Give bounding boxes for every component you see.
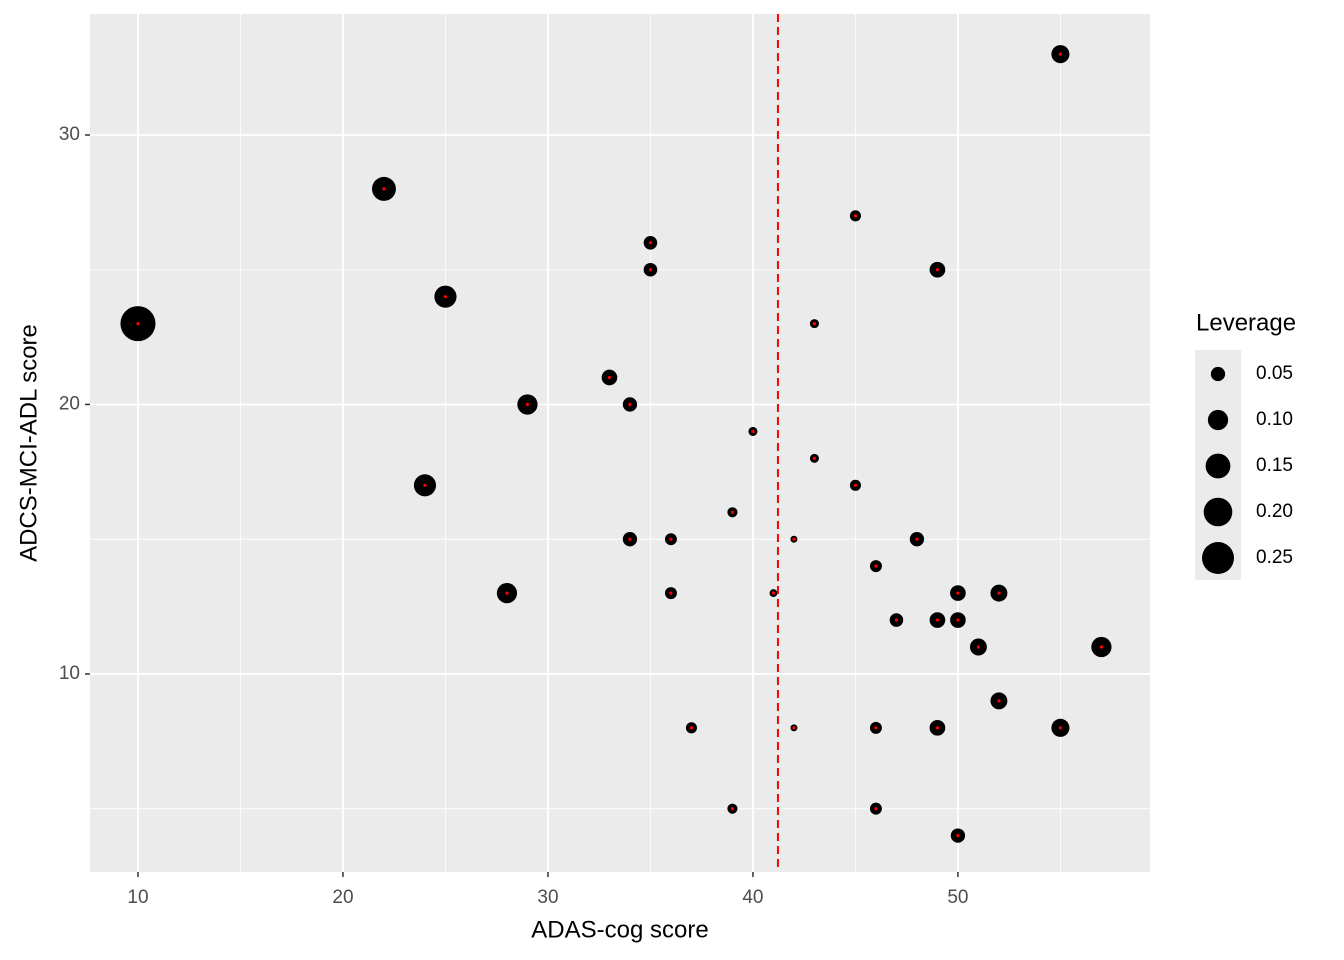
point-center xyxy=(792,726,796,730)
point-center xyxy=(792,537,796,541)
point-center xyxy=(997,591,1001,595)
x-axis-title: ADAS-cog score xyxy=(531,916,708,943)
point-center xyxy=(935,268,940,272)
legend-label: 0.05 xyxy=(1256,363,1293,384)
point-center xyxy=(423,483,427,487)
point-center xyxy=(997,699,1001,703)
legend-label: 0.20 xyxy=(1256,501,1293,522)
point-center xyxy=(669,537,673,541)
legend-label: 0.15 xyxy=(1256,455,1293,476)
point-center xyxy=(648,241,653,245)
point-center xyxy=(525,402,530,407)
point-center xyxy=(648,268,653,272)
point-center xyxy=(751,429,755,434)
point-center xyxy=(443,295,448,299)
point-center xyxy=(689,726,694,730)
point-center xyxy=(874,726,878,730)
x-tick-label: 10 xyxy=(127,887,148,908)
x-tick-label: 20 xyxy=(332,887,353,908)
point-center xyxy=(607,375,612,380)
point-center xyxy=(915,537,919,541)
legend-key xyxy=(1205,453,1231,479)
point-center xyxy=(1058,52,1063,56)
legend-label: 0.25 xyxy=(1256,547,1293,568)
y-axis-title: ADCS-MCI-ADL score xyxy=(15,324,42,562)
point-center xyxy=(874,807,878,811)
point-center xyxy=(935,726,940,730)
point-center xyxy=(730,510,735,514)
point-center xyxy=(136,322,140,326)
panel xyxy=(90,14,1150,872)
point-center xyxy=(812,456,817,460)
legend-label: 0.10 xyxy=(1256,409,1293,430)
legend-key xyxy=(1202,542,1234,574)
legend-title: Leverage xyxy=(1196,309,1296,336)
y-tick-label: 20 xyxy=(59,393,80,414)
y-tick-label: 30 xyxy=(59,124,80,145)
point-center xyxy=(894,618,899,622)
point-center xyxy=(853,483,858,487)
legend-key xyxy=(1207,409,1229,431)
x-tick-label: 50 xyxy=(947,887,968,908)
point-center xyxy=(874,564,878,568)
point-center xyxy=(505,591,509,595)
point-center xyxy=(853,214,858,218)
point-center xyxy=(935,618,940,622)
point-center xyxy=(771,591,776,595)
marks xyxy=(120,14,1112,872)
point-center xyxy=(730,807,735,811)
point-center xyxy=(1058,726,1063,730)
legend: 0.05 0.10 0.15 0.20 0.25 xyxy=(1202,363,1293,574)
grid xyxy=(90,14,1150,872)
point-center xyxy=(628,537,632,541)
y-tick-label: 10 xyxy=(59,663,80,684)
point-center xyxy=(669,591,673,595)
point-center xyxy=(382,187,386,191)
legend-key xyxy=(1203,497,1233,527)
point-center xyxy=(956,834,960,838)
point-center xyxy=(1099,645,1104,649)
point-center xyxy=(812,322,817,326)
legend-key xyxy=(1210,366,1226,382)
point-center xyxy=(956,618,960,622)
point-center xyxy=(628,402,632,407)
point-center xyxy=(956,591,960,595)
x-tick-label: 30 xyxy=(537,887,558,908)
x-tick-label: 40 xyxy=(742,887,763,908)
point-center xyxy=(976,645,981,649)
